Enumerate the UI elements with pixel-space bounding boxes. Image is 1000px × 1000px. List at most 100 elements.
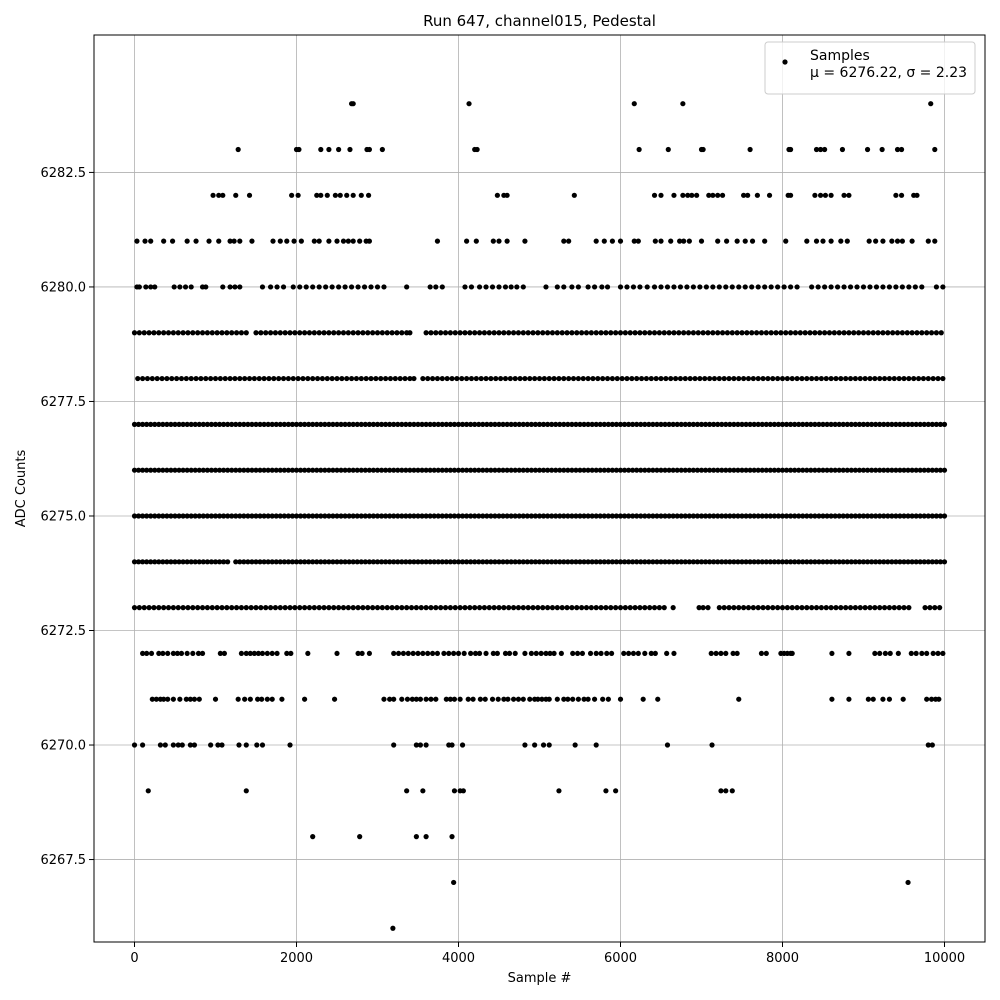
x-tick-label: 10000 [924, 951, 965, 966]
data-point [220, 284, 226, 290]
data-point [532, 559, 539, 565]
data-point [339, 375, 345, 382]
data-point [397, 375, 403, 382]
data-point [778, 330, 784, 336]
data-point [731, 421, 737, 427]
data-point [686, 421, 692, 427]
data-point [739, 559, 745, 565]
data-point [917, 467, 923, 473]
data-point [912, 284, 918, 290]
data-point [314, 421, 320, 427]
data-point [159, 375, 165, 382]
data-point [160, 650, 166, 657]
data-point [433, 696, 439, 702]
data-point [905, 879, 911, 886]
data-point [345, 238, 351, 244]
data-point [355, 605, 361, 611]
data-point [466, 101, 472, 107]
data-point [658, 467, 664, 473]
data-point [635, 650, 641, 657]
data-point [459, 742, 466, 748]
data-point [455, 513, 462, 519]
data-point [192, 467, 198, 473]
data-point [881, 513, 887, 519]
data-point [605, 559, 611, 565]
data-point [476, 605, 483, 611]
data-point [632, 605, 638, 611]
data-point [277, 421, 283, 427]
data-point [428, 605, 434, 611]
data-point [170, 605, 176, 611]
data-point [775, 375, 781, 382]
data-point [365, 330, 371, 336]
data-point [411, 559, 417, 565]
data-point [788, 421, 794, 427]
data-point [506, 605, 512, 611]
data-point [269, 650, 275, 657]
data-point [152, 284, 158, 290]
data-point [144, 513, 150, 519]
data-point [151, 330, 157, 336]
data-point [743, 467, 749, 473]
data-point [919, 284, 925, 290]
data-point [847, 605, 854, 611]
data-point [464, 375, 470, 382]
data-point [662, 421, 668, 427]
data-point [601, 238, 607, 244]
data-point [736, 375, 742, 382]
data-point [662, 513, 668, 519]
data-point [700, 330, 706, 336]
data-point [711, 559, 717, 565]
data-point [214, 605, 220, 611]
data-point [500, 467, 506, 473]
data-point [347, 146, 353, 153]
data-point [179, 742, 185, 748]
data-point [378, 513, 385, 519]
data-point [245, 513, 251, 519]
data-point [415, 650, 421, 657]
data-point [841, 330, 847, 336]
data-point [736, 696, 742, 702]
data-point [730, 650, 736, 657]
data-point [820, 467, 826, 473]
data-point [411, 421, 417, 427]
data-point [199, 605, 206, 611]
data-point [331, 605, 337, 611]
data-point [809, 375, 815, 382]
data-point [598, 330, 604, 336]
data-point [889, 421, 895, 427]
data-point [593, 742, 599, 748]
data-point [727, 513, 733, 519]
data-point [867, 284, 873, 290]
data-point [857, 605, 863, 611]
data-point [897, 467, 903, 473]
data-point [857, 375, 863, 382]
data-point [747, 467, 753, 473]
data-point [536, 421, 543, 427]
data-point [869, 559, 875, 565]
data-point [131, 559, 138, 565]
data-point [718, 650, 724, 657]
data-point [160, 467, 166, 473]
data-point [303, 284, 309, 290]
data-point [797, 330, 803, 336]
data-point [184, 467, 190, 473]
data-point [617, 559, 624, 565]
data-point [593, 421, 599, 427]
data-point [156, 467, 162, 473]
data-point [652, 650, 658, 657]
data-point [678, 559, 684, 565]
data-point [404, 605, 410, 611]
data-point [557, 559, 563, 565]
data-point [439, 284, 445, 290]
data-point [804, 467, 810, 473]
data-point [851, 330, 857, 336]
data-point [840, 513, 846, 519]
data-point [310, 375, 316, 382]
data-point [617, 421, 624, 427]
data-point [604, 284, 611, 290]
data-point [261, 467, 267, 473]
data-point [668, 238, 674, 244]
data-point [399, 696, 405, 702]
data-point [788, 330, 794, 336]
